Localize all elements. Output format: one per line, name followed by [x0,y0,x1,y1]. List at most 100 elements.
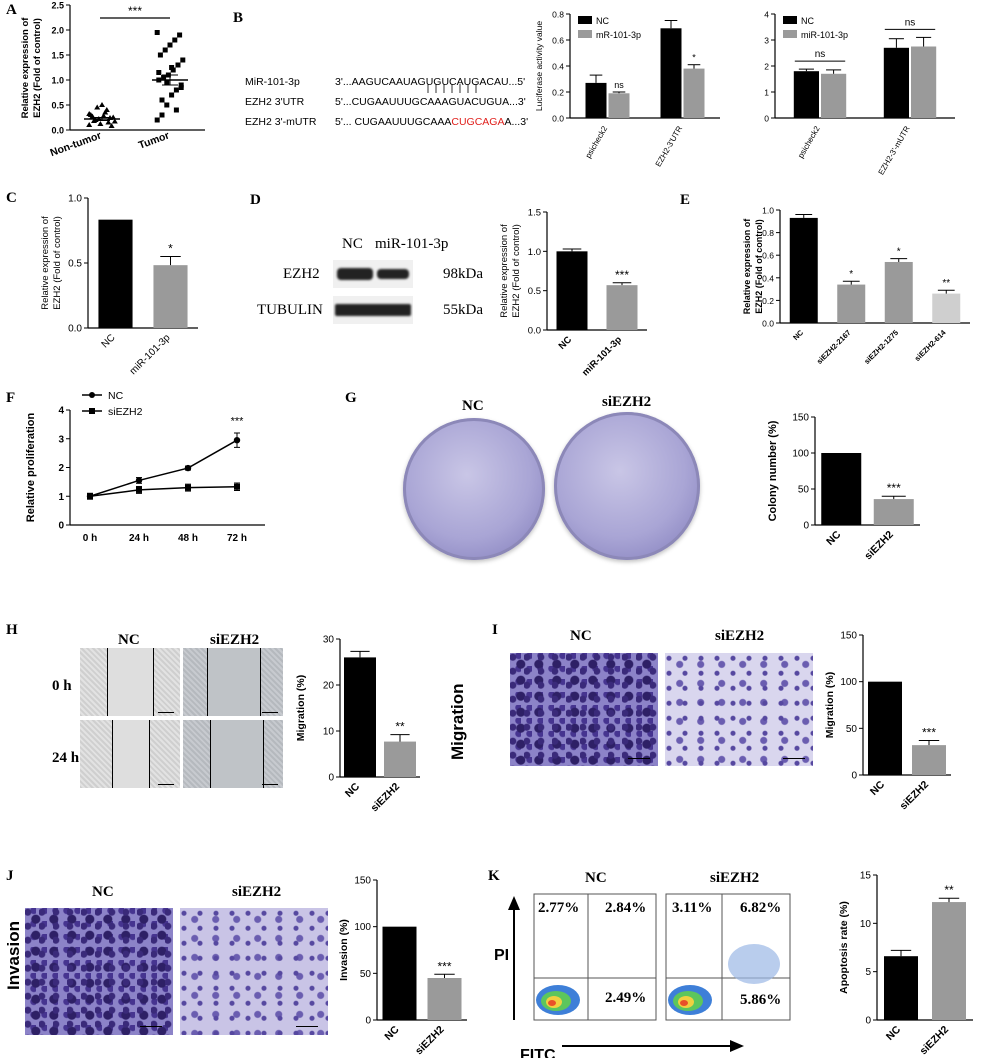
y-tick-label: 30 [323,635,335,646]
category-label: EZH2-3'UTR [654,124,685,168]
panel-label-f: F [6,390,16,406]
legend-swatch [783,16,797,24]
blot-kda-ezh2: 98kDa [443,266,483,282]
category-label: miR-101-3p [580,334,624,378]
data-point [173,87,179,93]
y-tick-label: 5 [865,967,871,978]
scratch-gap [210,720,264,788]
legend-label: NC [108,390,124,402]
y-axis-title: Apoptosis rate (%) [838,901,850,994]
si-upper-left-pct: 3.11% [672,900,713,916]
bar [911,46,937,118]
j-col-nc: NC [92,884,114,900]
y-tick-label: 20 [323,681,335,692]
i-col-nc: NC [570,628,592,644]
bar [821,453,862,525]
y-axis-title: Invasion (%) [338,919,350,981]
bar [793,71,819,118]
category-label: siEZH2 [368,781,402,815]
migration-image-nc [510,653,658,766]
y-tick-label: 10 [323,727,335,738]
legend-label: miR-101-3p [801,30,848,40]
data-point [108,123,115,128]
panel-label-d: D [250,192,261,208]
y-tick-label: 0 [803,521,809,532]
y-tick-label: 1 [58,492,64,503]
bar [837,284,866,323]
y-axis-title: Migration (%) [825,672,836,739]
data-point [111,118,118,124]
legend-label: siEZH2 [108,406,143,418]
flow-axis-fitc: FITC [520,1047,556,1058]
category-label: siEZH2-2167 [815,328,853,366]
chart-j: 0 50 100 150 Invasion (%) *** NC siEZH2 [338,876,467,1057]
bar [585,82,607,118]
data-point [164,80,170,85]
significance-mark: ns [815,49,826,60]
chart-b-left: 0.0 0.2 0.4 0.6 0.8 Luciferase activity value… [534,10,720,168]
y-tick-label: 0.5 [68,259,82,270]
seq-row: EZH2 3'-mUTR 5'... CUGAAUUUGCAAACUGCAGAA.… [245,116,529,128]
significance-mark: *** [615,268,629,282]
chart-i: 0 50 100 150 Migration (%) *** NC siEZH2 [825,631,951,812]
flow-plot-nc [533,893,657,1021]
data-point [159,112,165,118]
y-tick-label: 100 [354,922,371,933]
series-line [89,439,238,497]
scale-bar [628,758,650,759]
bar [884,261,913,323]
category-label: psicheck2 [796,124,822,160]
blot-header-nc: NC [342,236,363,252]
i-col-siezh2: siEZH2 [715,628,765,644]
data-point [157,52,163,58]
chart-e: 0.0 0.2 0.4 0.6 0.8 1.0 Relative expression of… [742,206,970,366]
y-axis-title: Relative expression of [499,224,510,318]
data-point [86,111,93,116]
colony-dish-nc [403,418,545,560]
significance-mark: * [849,269,853,280]
j-side-label: Invasion [4,921,23,990]
sequence-alignment: MiR-101-3p 3'...AAGUCAAUAGUGUCAUGACAU...5… [245,72,545,132]
category-label: siEZH2 [917,1024,951,1058]
y-axis-title: Relative expression of [20,17,31,119]
y-tick-label: 10 [860,919,872,930]
data-point [180,57,186,63]
dish-label-nc: NC [462,398,484,414]
y-tick-label: 0.2 [762,296,774,306]
panel-label-g: G [345,390,357,406]
legend-swatch [783,30,797,38]
y-tick-label: 3 [764,36,769,46]
bar [821,73,847,118]
data-point [233,436,241,444]
flow-plot-siezh2 [665,893,791,1021]
y-tick-label: 1.0 [68,194,82,205]
y-tick-label: 150 [840,631,857,642]
significance-mark: * [168,242,173,256]
y-tick-label: 1.0 [528,247,541,258]
legend-marker [89,408,95,414]
migration-image-siezh2 [665,653,813,766]
data-point [234,483,240,490]
y-tick-label: 1.5 [51,51,64,61]
y-tick-label: 1 [764,88,769,98]
blot-kda-tubulin: 55kDa [443,302,483,318]
y-tick-label: 0.0 [552,114,564,124]
y-axis-title: Migration (%) [295,675,307,742]
data-point [154,117,160,123]
dish-label-siezh2: siEZH2 [602,394,652,410]
chart-c: 0.0 0.5 1.0 Relative expression of EZH2 (Fol… [40,194,198,377]
category-label: NC [382,1023,402,1043]
scale-bar [262,712,278,713]
bar [932,902,966,1020]
blot-row-ezh2: EZH2 [283,266,320,282]
data-point [161,75,167,80]
bar [873,499,914,525]
y-axis-title: EZH2 (Fold of control) [511,224,522,317]
significance-mark: ** [942,278,950,289]
significance-mark: * [897,247,901,258]
y-tick-label: 100 [840,677,857,688]
scratch-gap [112,720,150,788]
legend-label: mR-101-3p [596,30,641,40]
seed-pairing-lines [427,84,477,93]
data-point [154,30,160,35]
